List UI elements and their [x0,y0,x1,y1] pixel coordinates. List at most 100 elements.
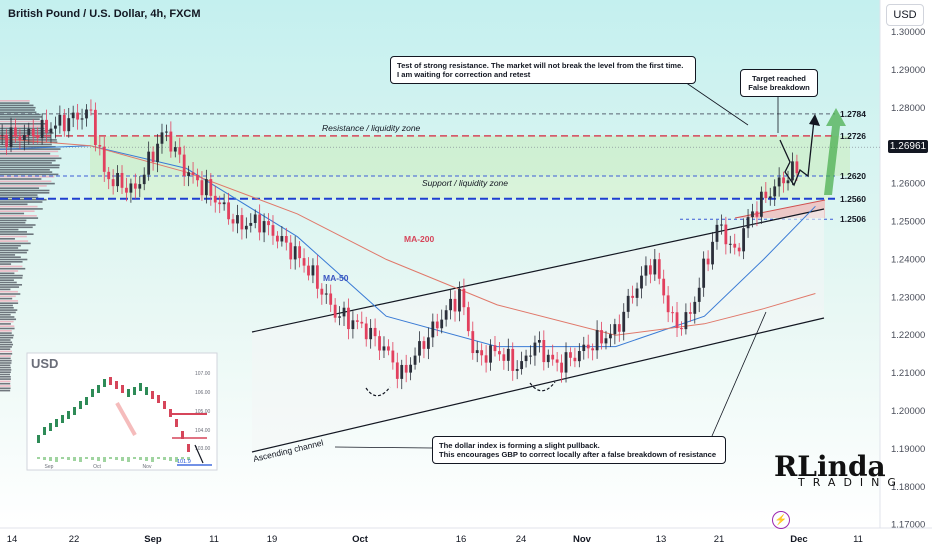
volume-profile-bar [0,378,11,380]
candle-body [76,112,80,120]
candle-body [302,258,306,266]
inset-volume-bar [151,457,154,462]
inset-candle [157,395,160,403]
candle-body [533,342,537,356]
candle-body [54,125,57,129]
x-tick-label: 22 [69,534,80,545]
x-tick-label: Sep [144,534,162,545]
volume-profile-bar [0,270,19,272]
candle-body [795,161,799,174]
volume-profile-bar [0,235,27,238]
volume-profile-bar [0,240,29,242]
candle-body [502,354,506,361]
candle-body [489,345,492,363]
volume-profile-bar [0,192,50,194]
candle-body [422,341,426,349]
candle-body [555,359,559,363]
volume-profile-bar [0,175,55,178]
candle-body [582,344,586,352]
candle-body [391,350,395,363]
volume-profile-bar [0,123,48,125]
candle-body [129,183,133,193]
candle-body [773,186,777,197]
candle-body [182,154,186,177]
y-tick-label: 1.24000 [891,254,925,265]
volume-profile-bar [0,382,11,385]
volume-profile-bar [0,231,27,233]
candle-body [560,362,563,373]
volume-profile-bar [0,295,16,298]
volume-profile-bar [0,261,23,263]
price-level-label: 1.2784 [840,109,866,119]
candle-body [471,331,475,354]
inset-candle [79,401,82,409]
x-tick-label: Dec [790,534,807,545]
volume-profile-bar [0,148,61,150]
volume-profile-bar [0,196,39,199]
volume-profile-bar [0,318,17,321]
inset-candle [37,435,40,443]
volume-profile-bar [0,162,52,164]
candle-body [400,364,404,379]
candle-body [187,172,191,177]
currency-button[interactable]: USD [886,4,924,26]
inset-title: USD [31,356,58,371]
inset-candle [67,411,70,419]
note-target-line-1: Target reached [752,74,806,83]
lightning-icon[interactable]: ⚡ [772,511,790,529]
candle-body [204,179,208,196]
x-tick-label: 21 [714,534,725,545]
inset-volume-bar [145,457,148,461]
ma200-label: MA-200 [404,234,435,244]
inset-y-tick: 107.00 [195,371,211,377]
volume-profile-bar [0,251,27,254]
note-target-line-2: False breakdown [748,83,810,92]
candle-body [395,362,399,379]
price-level-label: 1.2506 [840,214,866,224]
inset-volume-bar [43,457,46,460]
candle-body [666,295,670,313]
inset-volume-bar [139,457,142,460]
volume-profile-bar [0,116,42,118]
y-tick-label: 1.25000 [891,217,925,228]
inset-candle [151,391,154,399]
candle-body [200,180,204,196]
inset-volume-bar [91,457,94,460]
volume-profile-bar [0,169,50,171]
channel-fill [252,209,824,452]
candle-body [382,346,386,351]
candle-body [125,187,128,193]
volume-profile-bar [0,111,37,114]
inset-candle [109,377,112,385]
volume-profile-bar [0,341,13,344]
candle-body [138,184,142,189]
volume-profile-bar [0,286,20,288]
volume-profile-bar [0,256,21,258]
candle-body [782,177,785,184]
volume-profile-bar [0,178,42,180]
x-tick-label: 14 [7,534,18,545]
candle-body [320,288,324,295]
volume-profile-bar [0,320,14,323]
inset-candle [49,423,52,431]
volume-profile-bar [0,327,15,330]
candle-body [80,118,84,120]
candle-body [107,171,111,180]
inset-volume-bar [157,457,160,459]
candle-body [498,351,501,355]
inset-y-tick: 104.00 [195,428,211,434]
candle-body [0,134,4,136]
inset-volume-bar [55,457,58,462]
volume-profile-bar [0,224,36,226]
candle-body [755,211,759,217]
candle-body [551,354,555,360]
candle-body [653,259,657,275]
volume-profile-bar [0,339,11,341]
volume-profile-bar [0,332,12,334]
candle-body [737,247,741,252]
volume-profile-bar [0,104,34,107]
candle-body [413,355,417,365]
candle-body [546,354,550,363]
volume-profile-bar [0,254,16,256]
inset-volume-bar [79,457,82,462]
